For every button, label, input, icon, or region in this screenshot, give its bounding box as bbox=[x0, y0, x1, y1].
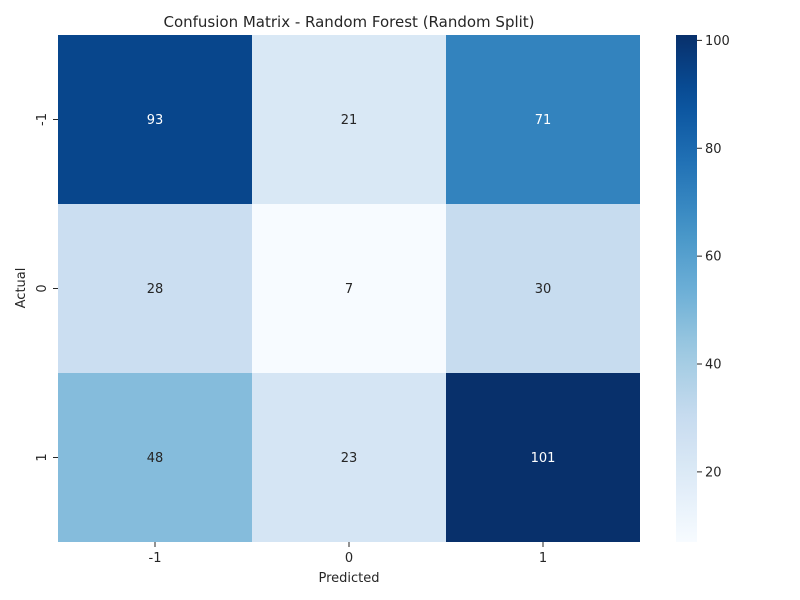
x-tick-label: 0 bbox=[345, 551, 353, 566]
cell-value-label: 7 bbox=[345, 282, 353, 297]
cell-value-label: 48 bbox=[147, 451, 164, 466]
heatmap-cell bbox=[58, 204, 252, 373]
y-tick-label: 1 bbox=[35, 453, 50, 461]
heatmap-cell bbox=[58, 373, 252, 542]
colorbar-tick-label: 100 bbox=[705, 34, 730, 49]
y-tick-label: 0 bbox=[35, 284, 50, 292]
heatmap-cell bbox=[58, 35, 252, 204]
x-tick-label: -1 bbox=[149, 551, 162, 566]
heatmap-cell bbox=[252, 35, 446, 204]
heatmap-cell bbox=[446, 204, 640, 373]
cell-value-label: 28 bbox=[147, 282, 164, 297]
cell-value-label: 30 bbox=[535, 282, 552, 297]
colorbar: 20 40 60 80 100 bbox=[676, 34, 730, 542]
chart-title: Confusion Matrix - Random Forest (Random… bbox=[163, 13, 534, 31]
cell-value-label: 101 bbox=[531, 451, 556, 466]
y-axis-label: Actual bbox=[14, 268, 29, 309]
colorbar-tick-label: 60 bbox=[705, 250, 722, 265]
x-axis-label: Predicted bbox=[318, 571, 379, 586]
heatmap-cell bbox=[252, 204, 446, 373]
cell-value-label: 21 bbox=[341, 113, 358, 128]
cell-value-label: 93 bbox=[147, 113, 164, 128]
x-tick-label: 1 bbox=[539, 551, 547, 566]
heatmap-cell bbox=[446, 373, 640, 542]
cell-value-label: 71 bbox=[535, 113, 552, 128]
axis-ticks: -1 0 1 -1 0 1 bbox=[35, 113, 547, 566]
colorbar-tick-label: 80 bbox=[705, 142, 722, 157]
y-tick-label: -1 bbox=[35, 113, 50, 126]
colorbar-gradient-bar bbox=[676, 35, 697, 542]
heatmap-cell bbox=[252, 373, 446, 542]
colorbar-tick-label: 20 bbox=[705, 465, 722, 480]
colorbar-tick-label: 40 bbox=[705, 358, 722, 373]
heatmap-cells: 93 21 71 28 7 30 48 23 101 bbox=[58, 35, 640, 542]
cell-value-label: 23 bbox=[341, 451, 358, 466]
heatmap-cell bbox=[446, 35, 640, 204]
